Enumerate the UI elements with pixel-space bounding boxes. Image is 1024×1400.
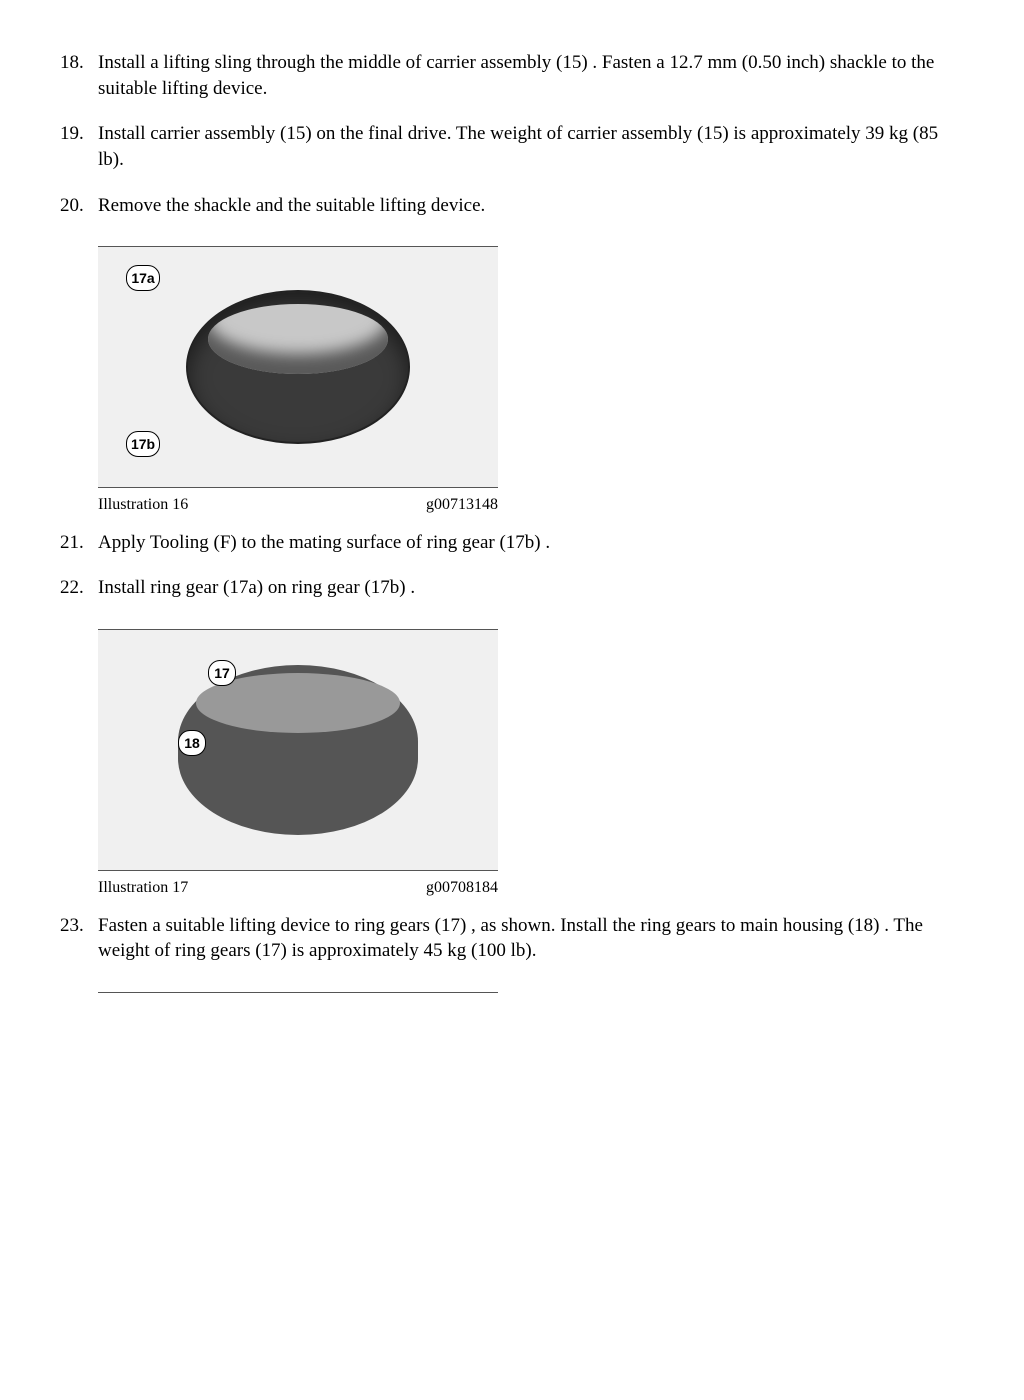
step-18: 18. Install a lifting sling through the … <box>98 50 964 101</box>
callout-18: 18 <box>178 730 206 756</box>
instruction-list-2: 21. Apply Tooling (F) to the mating surf… <box>60 530 964 601</box>
step-number: 20. <box>60 193 84 219</box>
figure-16-image: 17a 17b <box>98 247 498 487</box>
figure-rule-bottom <box>98 487 498 488</box>
figure-16-caption: Illustration 16 g00713148 <box>98 494 498 516</box>
step-text: Install a lifting sling through the midd… <box>98 52 934 99</box>
figure-18-start <box>98 992 498 993</box>
figure-code: g00713148 <box>426 494 498 516</box>
figure-17: 17 18 Illustration 17 g00708184 <box>98 629 498 899</box>
instruction-list: 18. Install a lifting sling through the … <box>60 50 964 218</box>
step-22: 22. Install ring gear (17a) on ring gear… <box>98 575 964 601</box>
figure-code: g00708184 <box>426 877 498 899</box>
step-number: 22. <box>60 575 84 601</box>
figure-label: Illustration 17 <box>98 877 188 899</box>
step-text: Remove the shackle and the suitable lift… <box>98 195 485 216</box>
callout-17b: 17b <box>126 431 160 457</box>
step-23: 23. Fasten a suitable lifting device to … <box>98 913 964 964</box>
figure-17-caption: Illustration 17 g00708184 <box>98 877 498 899</box>
assembly-graphic <box>178 665 418 835</box>
step-text: Apply Tooling (F) to the mating surface … <box>98 532 550 553</box>
step-number: 21. <box>60 530 84 556</box>
step-19: 19. Install carrier assembly (15) on the… <box>98 121 964 172</box>
ring-gear-inner <box>208 304 388 374</box>
figure-rule-top <box>98 992 498 993</box>
step-number: 19. <box>60 121 84 147</box>
ring-gear-graphic <box>186 290 410 444</box>
callout-17a: 17a <box>126 265 160 291</box>
step-20: 20. Remove the shackle and the suitable … <box>98 193 964 219</box>
step-text: Fasten a suitable lifting device to ring… <box>98 915 923 962</box>
step-21: 21. Apply Tooling (F) to the mating surf… <box>98 530 964 556</box>
figure-label: Illustration 16 <box>98 494 188 516</box>
figure-17-image: 17 18 <box>98 630 498 870</box>
step-number: 18. <box>60 50 84 76</box>
instruction-list-3: 23. Fasten a suitable lifting device to … <box>60 913 964 964</box>
step-number: 23. <box>60 913 84 939</box>
callout-17: 17 <box>208 660 236 686</box>
figure-rule-bottom <box>98 870 498 871</box>
figure-16: 17a 17b Illustration 16 g00713148 <box>98 246 498 516</box>
step-text: Install ring gear (17a) on ring gear (17… <box>98 577 415 598</box>
step-text: Install carrier assembly (15) on the fin… <box>98 123 938 170</box>
